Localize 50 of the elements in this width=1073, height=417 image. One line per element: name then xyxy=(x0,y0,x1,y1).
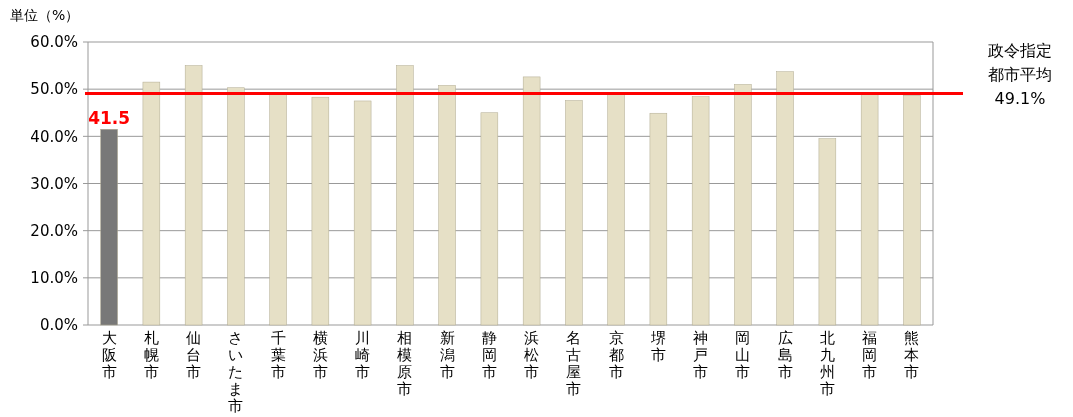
x-tick-label: 堺市 xyxy=(649,329,666,364)
bar xyxy=(311,96,330,326)
x-tick-label: 岡山市 xyxy=(735,329,751,381)
x-tick-label: 仙台市 xyxy=(186,329,202,381)
y-axis-title: 単位（%） xyxy=(10,7,80,23)
bar xyxy=(184,65,203,326)
x-tick-label: 大阪市 xyxy=(101,329,117,381)
bar xyxy=(903,95,921,326)
x-tick-label: 静岡市 xyxy=(481,329,497,381)
bar xyxy=(860,92,879,326)
bar xyxy=(142,81,161,326)
x-tick-label: 相模原市 xyxy=(397,329,413,398)
bar xyxy=(480,112,499,326)
bar xyxy=(438,85,456,326)
x-tick-label: 川崎市 xyxy=(355,329,371,381)
x-tick-label: 福岡市 xyxy=(862,329,878,381)
bar xyxy=(100,129,118,326)
bar xyxy=(227,87,245,326)
bar xyxy=(734,84,752,326)
y-tick-label: 50.0% xyxy=(30,80,78,99)
bar xyxy=(269,93,287,326)
x-tick-label: 浜松市 xyxy=(524,329,540,381)
x-tick-label: 名古屋市 xyxy=(566,329,582,398)
y-tick-label: 0.0% xyxy=(39,316,78,335)
bar xyxy=(649,112,668,326)
bar xyxy=(353,100,372,326)
y-tick-label: 20.0% xyxy=(30,221,78,240)
bar xyxy=(776,71,794,326)
bar xyxy=(607,92,625,326)
x-tick-label: 京都市 xyxy=(608,329,624,381)
x-tick-label: 札幌市 xyxy=(143,329,159,381)
x-tick-label: 新潟市 xyxy=(439,329,455,381)
y-tick-label: 30.0% xyxy=(30,174,78,193)
x-tick-label: さいたま市 xyxy=(228,329,244,415)
y-tick-label: 40.0% xyxy=(30,127,78,146)
x-tick-label: 熊本市 xyxy=(904,329,920,381)
bar xyxy=(818,138,837,326)
y-tick-label: 60.0% xyxy=(30,33,78,52)
bar xyxy=(396,65,414,326)
data-label: 41.5 xyxy=(88,108,131,129)
x-tick-label: 横浜市 xyxy=(312,329,328,381)
x-tick-label: 神戸市 xyxy=(693,329,709,381)
ref-line-label: 政令指定都市平均49.1% xyxy=(988,41,1052,108)
bar xyxy=(691,96,710,326)
y-tick-label: 10.0% xyxy=(30,269,78,288)
bar xyxy=(565,100,583,326)
x-tick-label: 千葉市 xyxy=(270,329,286,381)
x-tick-label: 北九州市 xyxy=(819,329,835,398)
x-tick-label: 広島市 xyxy=(777,329,793,381)
bar xyxy=(522,76,541,326)
